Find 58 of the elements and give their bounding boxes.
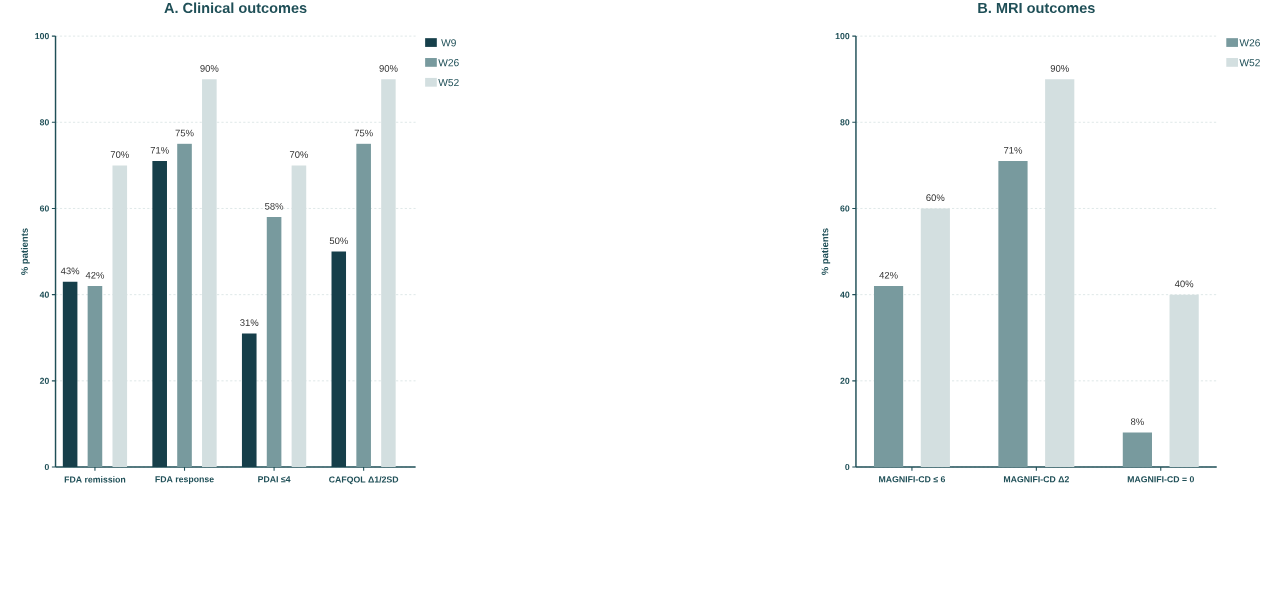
x-tick-label: MAGNIFI-CD ≤ 6 xyxy=(879,476,946,483)
bar xyxy=(873,285,904,467)
data-label: 40% xyxy=(1174,280,1194,288)
bar xyxy=(152,160,167,467)
data-label: 71% xyxy=(150,146,169,154)
x-tick-label: MAGNIFI-CD Δ2 xyxy=(1003,476,1069,483)
y-axis-title: % patients xyxy=(821,228,831,275)
legend-label: W26 xyxy=(438,58,459,67)
y-axis-title: % patients xyxy=(20,228,30,275)
x-tick-label: FDA remission xyxy=(64,476,126,483)
bar xyxy=(241,333,257,467)
data-label: 50% xyxy=(329,237,348,244)
data-label: 75% xyxy=(354,129,373,137)
data-label: 90% xyxy=(1050,64,1069,72)
bar xyxy=(177,143,192,467)
data-label: 70% xyxy=(289,151,309,158)
data-label: 42% xyxy=(85,271,105,279)
data-label: 70% xyxy=(110,151,129,158)
data-label: 42% xyxy=(879,271,898,279)
legend-label: W9 xyxy=(441,39,456,47)
y-tick-label: 100 xyxy=(35,32,49,40)
y-tick-label: 60 xyxy=(39,205,49,212)
y-tick-label: 60 xyxy=(840,205,850,212)
data-label: 60% xyxy=(926,194,945,201)
data-label: 8% xyxy=(1130,418,1144,425)
legend-label: W26 xyxy=(1239,39,1260,47)
x-tick-label: MAGNIFI-CD = 0 xyxy=(1127,476,1194,483)
y-tick-label: 0 xyxy=(845,463,850,470)
y-tick-label: 80 xyxy=(840,119,850,126)
data-label: 75% xyxy=(175,129,194,137)
bar xyxy=(356,143,371,467)
y-tick-label: 80 xyxy=(39,119,49,126)
y-tick-label: 0 xyxy=(44,463,49,470)
bar xyxy=(1122,432,1152,467)
bar xyxy=(331,251,347,467)
y-tick-label: 40 xyxy=(39,291,49,298)
data-label: 31% xyxy=(240,319,259,326)
data-label: 71% xyxy=(1004,146,1023,154)
bar xyxy=(266,216,282,467)
legend-label: W52 xyxy=(438,78,459,87)
data-label: 90% xyxy=(200,64,219,72)
bar xyxy=(920,208,950,467)
x-tick-label: FDA response xyxy=(155,476,214,484)
bar xyxy=(62,281,78,467)
bar xyxy=(87,285,103,467)
y-tick-label: 20 xyxy=(39,377,49,384)
legend-label: W52 xyxy=(1239,58,1260,67)
chart-title: B. MRI outcomes xyxy=(978,2,1095,13)
x-tick-label: CAFQOL Δ1/2SD xyxy=(329,476,399,485)
data-label: 58% xyxy=(264,202,284,210)
y-tick-label: 100 xyxy=(835,32,850,40)
bar xyxy=(998,160,1028,467)
data-label: 43% xyxy=(60,267,80,275)
data-label: 90% xyxy=(379,64,398,72)
chart-title: A. Clinical outcomes xyxy=(164,2,307,13)
y-tick-label: 20 xyxy=(840,377,850,384)
y-tick-label: 40 xyxy=(840,291,850,298)
x-tick-label: PDAI ≤4 xyxy=(258,476,291,483)
